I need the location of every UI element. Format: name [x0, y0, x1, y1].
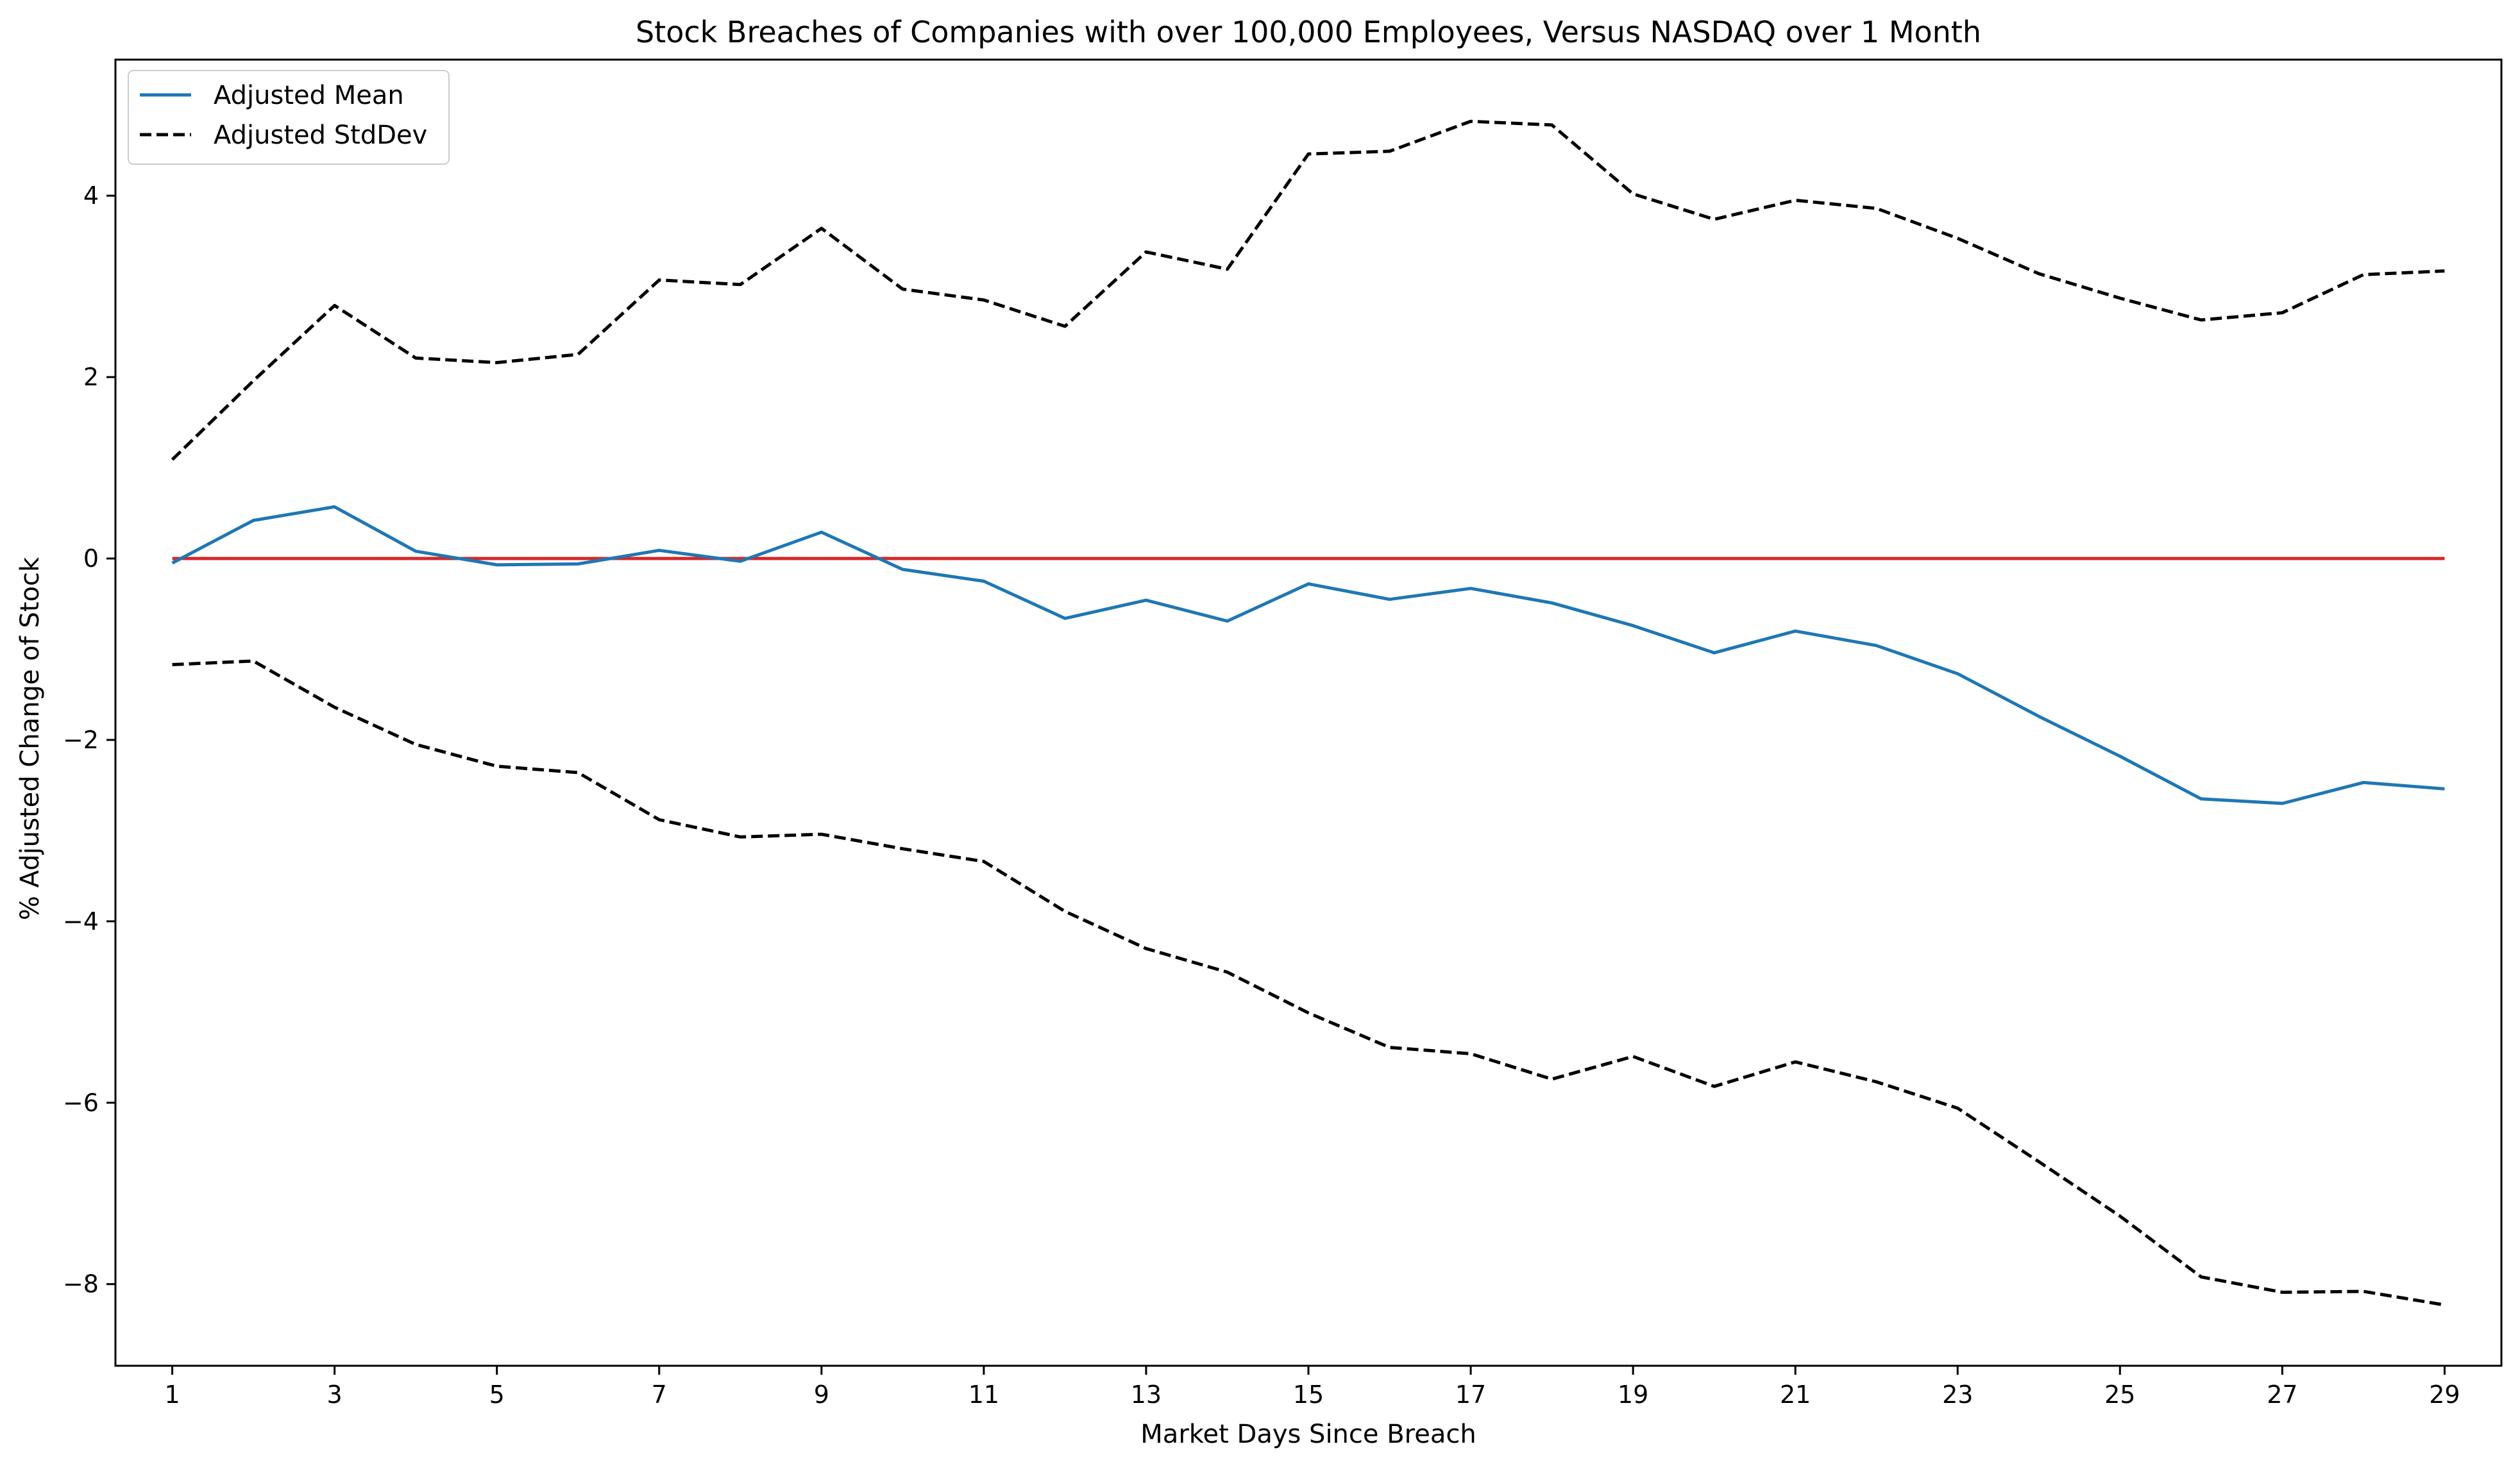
y-tick-label: 0: [83, 544, 99, 573]
x-axis-label: Market Days Since Breach: [1140, 1420, 1476, 1449]
y-axis-label: % Adjusted Change of Stock: [15, 557, 45, 920]
y-tick-label: −2: [63, 726, 99, 754]
x-tick-label: 27: [2267, 1381, 2297, 1409]
x-tick-label: 11: [968, 1381, 999, 1409]
x-tick-label: 17: [1455, 1381, 1486, 1409]
y-tick-label: −8: [63, 1270, 99, 1298]
y-tick-label: −6: [63, 1089, 99, 1117]
x-tick-label: 5: [489, 1381, 505, 1409]
y-tick-label: −4: [63, 907, 99, 936]
legend: Adjusted Mean Adjusted StdDev: [128, 70, 450, 165]
y-tick-label: 2: [83, 363, 99, 391]
x-tick-label: 23: [1942, 1381, 1973, 1409]
series-line-adjusted-stddev-upper: [171, 119, 2445, 461]
x-tick-label: 29: [2429, 1381, 2460, 1409]
series-layer: [171, 119, 2445, 1307]
x-tick-label: 1: [164, 1381, 180, 1409]
y-tick-label: 4: [83, 181, 99, 210]
legend-label: Adjusted StdDev: [214, 121, 427, 150]
chart-title: Stock Breaches of Companies with over 10…: [636, 15, 1981, 49]
legend-label: Adjusted Mean: [214, 81, 404, 110]
x-tick-label: 7: [652, 1381, 667, 1409]
x-axis: 1 3 5 7 9 11 13 15 17 19 21 23 25 27 29: [164, 1366, 2460, 1409]
x-tick-label: 3: [327, 1381, 342, 1409]
x-tick-label: 21: [1780, 1381, 1811, 1409]
x-tick-label: 15: [1293, 1381, 1324, 1409]
series-line-adjusted-stddev-lower: [172, 659, 2445, 1307]
y-axis: −8 −6 −4 −2 0 2 4: [63, 181, 115, 1298]
series-line-adjusted-mean: [171, 505, 2445, 805]
legend-box: [128, 70, 450, 165]
x-tick-label: 13: [1131, 1381, 1162, 1409]
x-tick-label: 25: [2104, 1381, 2135, 1409]
x-tick-label: 9: [814, 1381, 829, 1409]
x-tick-label: 19: [1618, 1381, 1648, 1409]
